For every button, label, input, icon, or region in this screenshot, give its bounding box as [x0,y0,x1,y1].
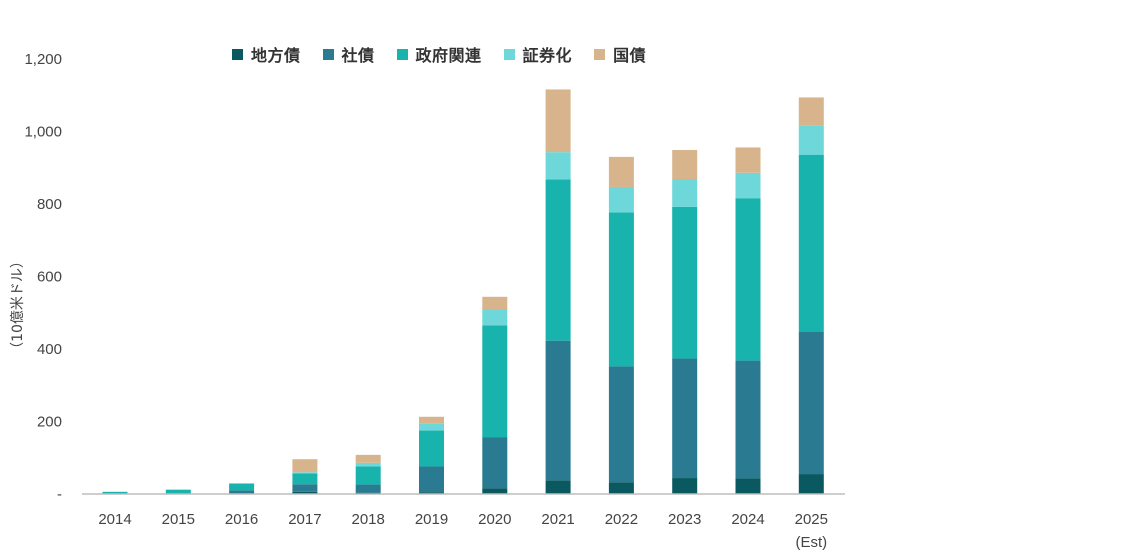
legend-label-sovereign: 国債 [613,46,647,65]
bar-segment [292,491,318,494]
bar-segment [355,466,381,485]
bar-segment [482,309,508,326]
legend-item-government-related: 政府関連 [396,42,482,66]
bar-segment [355,462,381,467]
bar-segment [482,488,508,494]
x-tick-label: 2021 [541,511,574,528]
x-tick-label: 2023 [668,511,701,528]
bar-segment [672,178,698,207]
bar-segment [608,186,634,213]
legend-label-municipal: 地方債 [251,46,301,65]
bar-segment [608,482,634,494]
bar-segment [545,179,571,341]
y-tick-label: - [57,486,62,503]
bar-segment [482,325,508,438]
bar-segment [292,472,318,474]
bar-segment [798,331,824,475]
bar-segment [419,492,444,494]
bar-segment [545,152,571,180]
x-axis-ticks: 2014 2015 2016 2017 2018 2019 2020 2021 2022 2023… [98,511,828,551]
bar-segment [292,459,318,473]
legend-label-corporate: 社債 [341,46,375,65]
bar-segment [102,491,128,494]
y-axis-label: （10億米ドル） [10,254,26,356]
y-tick-label: 600 [37,269,62,286]
x-tick-label: 2022 [605,511,638,528]
y-axis-ticks: - 200 400 600 800 1,000 1,200 [24,51,62,503]
bar-segment [419,466,444,493]
y-tick-label: 1,200 [24,51,62,68]
bar-segment [419,416,444,424]
bar-segment [735,147,761,173]
legend-item-securitized: 証券化 [503,42,573,66]
bar-segment [672,206,698,359]
x-tick-label: 2015 [162,511,195,528]
x-tick-label: 2014 [98,511,131,528]
bar-segment [545,340,571,481]
bar-segment [798,125,824,155]
bar-segment [229,483,255,491]
bar-segment [735,478,761,494]
bar-segment [608,366,634,483]
y-tick-label: 200 [37,414,62,431]
x-tick-label: 2025 [795,511,828,528]
legend-item-corporate: 社債 [322,42,375,66]
legend-swatch-municipal [232,48,243,60]
y-tick-label: 400 [37,341,62,358]
x-tick-label: 2024 [731,511,764,528]
bar-segment [798,474,824,494]
bar-segment [735,172,761,199]
bar-segment [798,97,824,126]
bar-segment [798,154,824,332]
legend-swatch-securitized [503,48,515,60]
legend-item-municipal: 地方債 [232,42,301,66]
bar-segment [419,430,444,467]
bar-segment [545,89,571,153]
bar-segment [165,489,191,494]
legend-swatch-corporate [322,48,334,60]
x-tick-label: 2018 [352,511,385,528]
bar-segment [672,358,698,479]
bar-segment [545,480,571,494]
x-tick-label: 2017 [288,511,321,528]
legend: 地方債 社債 政府関連 証券化 国債 [232,42,668,66]
bar-segment [292,484,318,492]
bar-segment [355,454,381,463]
x-tick-label: 2020 [478,511,511,528]
legend-item-sovereign: 国債 [594,42,646,66]
bar-segment [229,490,255,494]
bar-segment [672,478,698,494]
x-tick-sublabel: (Est) [795,534,827,551]
bar-segment [292,473,318,485]
bar-segment [355,484,381,493]
legend-label-government-related: 政府関連 [415,46,482,65]
bar-segment [482,296,508,310]
y-tick-label: 800 [37,196,62,213]
legend-label-securitized: 証券化 [522,46,573,65]
bar-segment [482,437,508,489]
bar-segment [735,360,761,479]
bar-segment [608,212,634,367]
x-tick-label: 2019 [415,511,448,528]
legend-swatch-sovereign [594,48,606,60]
bar-segment [672,149,698,179]
bar-segment [735,198,761,361]
bar-segment [608,156,634,187]
legend-swatch-government-related [396,48,408,60]
y-tick-label: 1,000 [24,124,62,141]
bar-segment [419,423,444,431]
x-tick-label: 2016 [225,511,258,528]
bars [102,89,824,494]
